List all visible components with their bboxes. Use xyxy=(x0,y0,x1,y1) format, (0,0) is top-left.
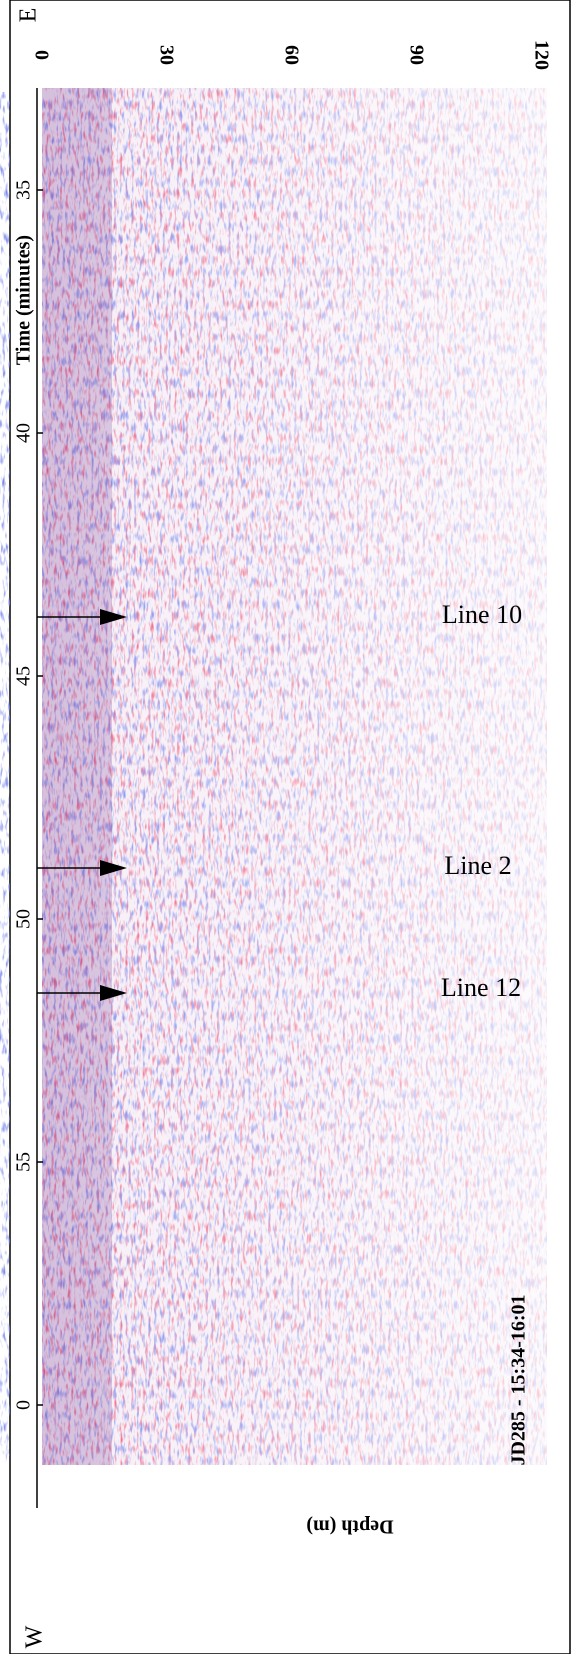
annotation: Line 10 xyxy=(442,600,522,629)
depth-tick-label: 30 xyxy=(155,45,177,65)
time-tick-label: 55 xyxy=(13,1152,35,1172)
caption: JD285 - 15:34-16:01 xyxy=(508,1294,530,1465)
seismic-image xyxy=(0,88,547,1465)
direction-east: E xyxy=(16,8,42,23)
time-tick-label: 35 xyxy=(13,180,35,200)
depth-tick-label: 60 xyxy=(280,45,302,65)
time-axis-label: Time (minutes) xyxy=(13,235,35,365)
annotation: Line 12 xyxy=(441,973,521,1002)
depth-tick-label: 90 xyxy=(405,45,427,65)
annotation: Line 2 xyxy=(444,851,511,880)
depth-tick-label: 120 xyxy=(530,40,552,70)
arrows xyxy=(37,609,127,1001)
depth-axis-label: Depth (m) xyxy=(306,1515,393,1537)
direction-west: W xyxy=(22,1625,48,1648)
time-tick-label: 40 xyxy=(13,423,35,443)
depth-tick-label: 0 xyxy=(30,50,52,60)
time-tick-label: 0 xyxy=(13,1400,35,1410)
time-tick-label: 45 xyxy=(13,666,35,686)
time-tick-label: 50 xyxy=(13,909,35,929)
